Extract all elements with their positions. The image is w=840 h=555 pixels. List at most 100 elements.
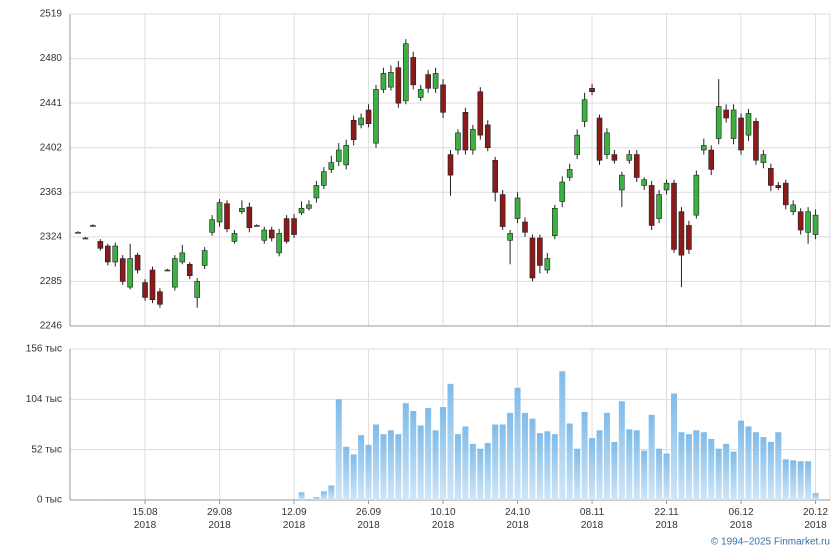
volume-bar	[790, 460, 797, 500]
volume-bar	[112, 499, 119, 500]
volume-bar	[805, 461, 812, 500]
candle-body	[648, 185, 655, 226]
volume-bar	[373, 424, 379, 500]
y-tick-label: 0 тыс	[37, 495, 62, 506]
volume-bar	[708, 439, 715, 500]
candle-body	[812, 214, 819, 235]
x-tick-label: 08.11 2018	[580, 507, 605, 531]
volume-bar	[559, 371, 566, 500]
candle-body	[656, 194, 662, 219]
volume-bar	[238, 499, 245, 500]
candle-body	[633, 154, 640, 178]
volume-bar	[149, 499, 156, 500]
volume-bar	[186, 499, 193, 500]
volume-bar	[425, 408, 432, 500]
volume-bar	[499, 424, 506, 500]
volume-bar	[656, 448, 663, 500]
candle-body	[306, 204, 312, 209]
candle-body	[678, 211, 685, 256]
volume-bar	[82, 499, 89, 500]
candle-body	[760, 154, 767, 163]
candle-body	[805, 211, 811, 233]
candle-body	[186, 263, 193, 277]
volume-bar	[328, 485, 335, 500]
candle-body	[745, 113, 752, 136]
volume-bar	[291, 499, 298, 500]
volume-bar	[335, 399, 342, 500]
candle-body	[410, 57, 417, 86]
volume-bar	[402, 403, 409, 500]
candle-body	[604, 132, 610, 155]
volume-bar	[253, 499, 260, 500]
candle-body	[432, 73, 439, 89]
candle-body	[75, 231, 81, 234]
candle-body	[596, 117, 603, 161]
candle-body	[321, 171, 327, 186]
volume-bar	[484, 442, 491, 500]
volume-bar	[447, 383, 454, 500]
volume-bar	[477, 448, 484, 500]
y-tick-label: 2363	[40, 187, 63, 198]
candle-body	[782, 182, 789, 206]
candle-body	[537, 237, 543, 266]
candle-body	[224, 203, 230, 230]
volume-bar	[171, 499, 178, 500]
volume-bar	[715, 448, 722, 500]
candle-body	[179, 252, 186, 263]
volume-bar	[685, 434, 692, 500]
candle-body	[350, 119, 357, 141]
volume-bar	[365, 444, 372, 500]
candle-body	[254, 225, 260, 227]
volume-bar	[544, 431, 551, 500]
volume-bar	[641, 450, 648, 500]
volume-bar	[313, 497, 320, 500]
candle-body	[90, 225, 96, 227]
y-tick-label: 2246	[40, 321, 63, 332]
x-tick-label: 12.09 2018	[282, 507, 307, 531]
candle-body	[589, 87, 595, 93]
volume-bar	[119, 499, 126, 500]
volume-bar	[231, 499, 238, 500]
volume-bar	[350, 454, 357, 500]
candle-body	[738, 117, 744, 151]
candle-body	[127, 258, 133, 288]
candle-body	[209, 219, 215, 233]
candle-body	[335, 149, 342, 162]
candle-body	[261, 229, 268, 241]
candle-body	[663, 182, 670, 191]
candle-body	[708, 149, 715, 170]
candle-body	[462, 111, 469, 151]
candle-body	[231, 233, 238, 242]
y-tick-label: 156 тыс	[26, 344, 62, 355]
volume-bar	[454, 434, 461, 500]
candle-body	[388, 71, 394, 88]
volume-bar	[633, 430, 640, 500]
volume-bar	[417, 425, 424, 500]
volume-bar	[209, 499, 216, 500]
volume-bar	[812, 493, 819, 500]
candle-body	[328, 162, 335, 170]
candle-body	[246, 206, 253, 229]
candle-body	[194, 281, 200, 298]
candle-body	[455, 132, 461, 151]
candle-body	[291, 218, 297, 235]
volume-bar	[596, 430, 603, 500]
candle-body	[149, 269, 156, 301]
candle-body	[82, 237, 89, 240]
volume-bar	[730, 451, 737, 500]
candle-body	[715, 106, 722, 139]
volume-bar	[380, 434, 387, 500]
y-tick-label: 52 тыс	[31, 444, 62, 455]
candle-body	[484, 124, 491, 149]
volume-bar	[305, 499, 312, 500]
candle-body	[216, 202, 223, 223]
volume-bar	[626, 429, 633, 500]
candle-body	[790, 204, 797, 213]
candle-body	[529, 237, 536, 279]
volume-bar	[298, 492, 305, 500]
candle-body	[119, 258, 126, 282]
volume-bar	[283, 499, 290, 500]
volume-bar	[767, 441, 774, 500]
